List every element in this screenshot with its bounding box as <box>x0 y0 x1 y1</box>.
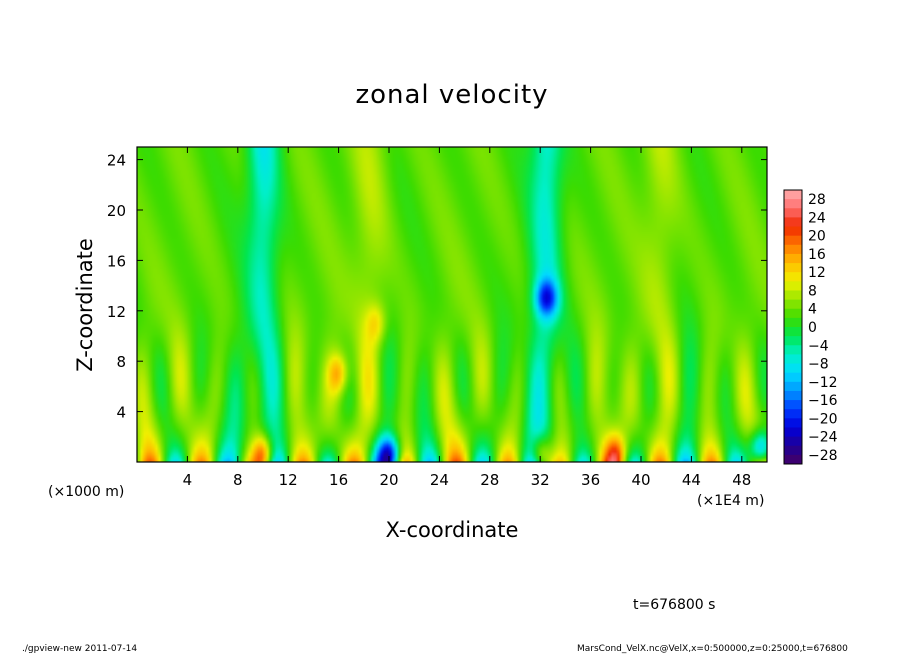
x-unit-right: (×1E4 m) <box>697 493 764 509</box>
colorbar-label: −8 <box>808 357 829 373</box>
time-label: t=676800 s <box>633 597 715 613</box>
colorbar-swatch <box>784 199 802 209</box>
heatmap-field <box>137 147 767 462</box>
y-axis-ticks: 4 8 12 16 20 24 <box>107 152 767 422</box>
colorbar-label: 4 <box>808 302 817 318</box>
colorbar-label: −24 <box>808 430 838 446</box>
x-tick-label: 16 <box>329 471 348 489</box>
footer-right: MarsCond_VelX.nc@VelX,x=0:500000,z=0:250… <box>577 644 848 654</box>
colorbar-label: −28 <box>808 448 838 464</box>
colorbar-label: 8 <box>808 283 817 299</box>
colorbar-label: 0 <box>808 320 817 336</box>
colorbar-label: 28 <box>808 192 826 208</box>
colorbar-swatch <box>784 327 802 337</box>
x-tick-label: 24 <box>430 471 449 489</box>
colorbar-swatch <box>784 317 802 328</box>
x-tick-label: 48 <box>732 471 751 489</box>
colorbar-swatch <box>784 427 802 438</box>
colorbar-swatch <box>784 290 802 301</box>
colorbar-swatch <box>784 363 802 374</box>
colorbar-swatch <box>784 208 802 218</box>
colorbar-swatch <box>784 272 802 282</box>
colorbar-swatch <box>784 217 802 228</box>
colorbar-swatch <box>784 253 802 264</box>
colorbar-labels: 28 24 20 16 12 8 4 0 −4 −8 −12 −16 −20 −24 −28 <box>808 192 838 464</box>
y-tick-label: 24 <box>107 152 126 170</box>
x-tick-label: 8 <box>233 471 243 489</box>
colorbar-swatch <box>784 336 802 346</box>
x-tick-label: 28 <box>480 471 499 489</box>
x-tick-label: 12 <box>279 471 298 489</box>
colorbar-label: 12 <box>808 265 826 281</box>
y-tick-label: 4 <box>116 404 126 422</box>
colorbar-swatch <box>784 226 802 237</box>
colorbar-swatch <box>784 400 802 410</box>
y-tick-label: 8 <box>116 353 126 371</box>
x-tick-label: 44 <box>682 471 701 489</box>
heatmap-plot <box>136 146 768 463</box>
colorbar-label: 16 <box>808 247 826 263</box>
colorbar-swatch <box>784 409 802 419</box>
x-tick-label: 32 <box>531 471 550 489</box>
plot-frame <box>136 146 768 463</box>
colorbar-swatch <box>784 244 802 255</box>
colorbar-label: −20 <box>808 411 838 427</box>
colorbar <box>783 189 803 465</box>
x-tick-label: 36 <box>581 471 600 489</box>
colorbar-swatch <box>784 372 802 383</box>
colorbar-swatch <box>784 345 802 355</box>
colorbar-swatch <box>784 354 802 365</box>
footer-left: ./gpview-new 2011-07-14 <box>22 644 137 654</box>
colorbar-label: −16 <box>808 393 838 409</box>
colorbar-label: −12 <box>808 375 838 391</box>
colorbar-swatch <box>784 418 802 428</box>
colorbar-swatch <box>784 445 802 456</box>
colorbar-swatch <box>784 381 802 392</box>
colorbar-swatch <box>784 308 802 319</box>
x-tick-label: 4 <box>183 471 193 489</box>
y-tick-label: 16 <box>107 252 126 270</box>
colorbar-label: 24 <box>808 210 826 226</box>
x-axis-ticks: 4 8 12 16 20 24 28 32 36 40 44 48 <box>183 147 751 489</box>
colorbar-swatch <box>784 281 802 291</box>
colorbar-label: −4 <box>808 338 829 354</box>
y-axis-label: Z-coordinate <box>73 238 97 372</box>
colorbar-label: 20 <box>808 229 826 245</box>
x-axis-label: X-coordinate <box>386 518 519 542</box>
colorbar-swatch <box>784 190 802 200</box>
colorbar-swatch <box>784 235 802 246</box>
x-tick-label: 20 <box>379 471 398 489</box>
colorbar-swatch <box>784 299 802 310</box>
y-tick-label: 12 <box>107 303 126 321</box>
colorbar-swatch <box>784 263 802 273</box>
chart-title: zonal velocity <box>355 80 548 110</box>
x-unit-left: (×1000 m) <box>48 484 124 500</box>
colorbar-frame <box>783 189 803 465</box>
x-tick-label: 40 <box>631 471 650 489</box>
colorbar-swatch <box>784 454 802 465</box>
colorbar-swatch <box>784 436 802 447</box>
y-tick-label: 20 <box>107 202 126 220</box>
colorbar-swatch <box>784 390 802 401</box>
